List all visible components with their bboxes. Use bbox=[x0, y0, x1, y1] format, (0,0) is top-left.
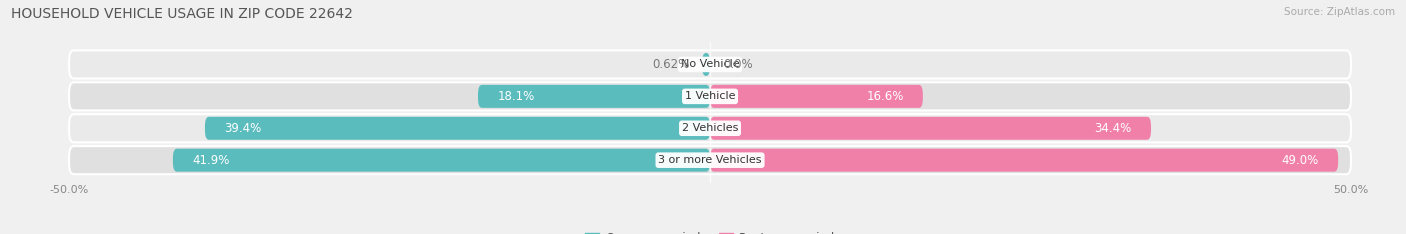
Text: 49.0%: 49.0% bbox=[1282, 154, 1319, 167]
Legend: Owner-occupied, Renter-occupied: Owner-occupied, Renter-occupied bbox=[581, 227, 839, 234]
Text: HOUSEHOLD VEHICLE USAGE IN ZIP CODE 22642: HOUSEHOLD VEHICLE USAGE IN ZIP CODE 2264… bbox=[11, 7, 353, 21]
Text: No Vehicle: No Vehicle bbox=[681, 59, 740, 69]
Text: 34.4%: 34.4% bbox=[1094, 122, 1132, 135]
Text: 41.9%: 41.9% bbox=[193, 154, 229, 167]
FancyBboxPatch shape bbox=[69, 146, 1351, 174]
FancyBboxPatch shape bbox=[702, 53, 710, 76]
FancyBboxPatch shape bbox=[69, 82, 1351, 110]
Text: 0.0%: 0.0% bbox=[723, 58, 752, 71]
FancyBboxPatch shape bbox=[205, 117, 710, 140]
FancyBboxPatch shape bbox=[710, 117, 1152, 140]
Text: 0.62%: 0.62% bbox=[652, 58, 689, 71]
FancyBboxPatch shape bbox=[69, 114, 1351, 142]
Text: 16.6%: 16.6% bbox=[866, 90, 904, 103]
FancyBboxPatch shape bbox=[173, 149, 710, 172]
Text: Source: ZipAtlas.com: Source: ZipAtlas.com bbox=[1284, 7, 1395, 17]
Text: 39.4%: 39.4% bbox=[224, 122, 262, 135]
Text: 18.1%: 18.1% bbox=[498, 90, 534, 103]
FancyBboxPatch shape bbox=[710, 85, 922, 108]
Text: 2 Vehicles: 2 Vehicles bbox=[682, 123, 738, 133]
FancyBboxPatch shape bbox=[710, 149, 1339, 172]
Text: 1 Vehicle: 1 Vehicle bbox=[685, 91, 735, 101]
FancyBboxPatch shape bbox=[478, 85, 710, 108]
FancyBboxPatch shape bbox=[69, 50, 1351, 78]
Text: 3 or more Vehicles: 3 or more Vehicles bbox=[658, 155, 762, 165]
